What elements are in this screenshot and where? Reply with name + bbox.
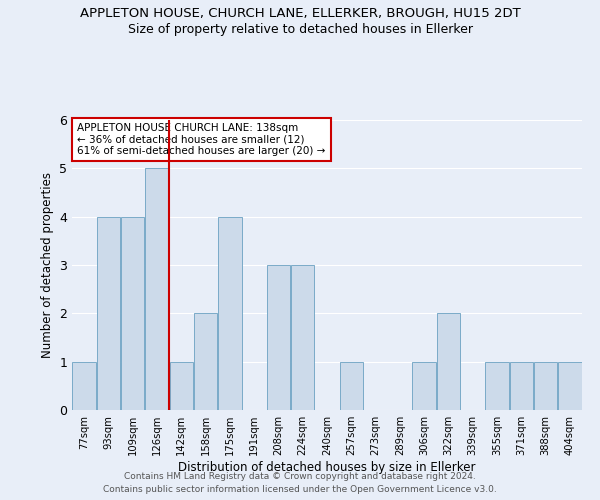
Bar bbox=[145, 168, 169, 410]
Y-axis label: Number of detached properties: Number of detached properties bbox=[41, 172, 53, 358]
Bar bbox=[170, 362, 193, 410]
Bar bbox=[97, 216, 120, 410]
Bar bbox=[194, 314, 217, 410]
Bar bbox=[73, 362, 96, 410]
Bar bbox=[218, 216, 242, 410]
Bar bbox=[340, 362, 363, 410]
X-axis label: Distribution of detached houses by size in Ellerker: Distribution of detached houses by size … bbox=[178, 461, 476, 474]
Text: Contains public sector information licensed under the Open Government Licence v3: Contains public sector information licen… bbox=[103, 485, 497, 494]
Text: APPLETON HOUSE CHURCH LANE: 138sqm
← 36% of detached houses are smaller (12)
61%: APPLETON HOUSE CHURCH LANE: 138sqm ← 36%… bbox=[77, 123, 325, 156]
Text: APPLETON HOUSE, CHURCH LANE, ELLERKER, BROUGH, HU15 2DT: APPLETON HOUSE, CHURCH LANE, ELLERKER, B… bbox=[80, 8, 520, 20]
Bar bbox=[266, 265, 290, 410]
Bar bbox=[485, 362, 509, 410]
Bar bbox=[534, 362, 557, 410]
Text: Contains HM Land Registry data © Crown copyright and database right 2024.: Contains HM Land Registry data © Crown c… bbox=[124, 472, 476, 481]
Bar bbox=[509, 362, 533, 410]
Bar bbox=[121, 216, 145, 410]
Text: Size of property relative to detached houses in Ellerker: Size of property relative to detached ho… bbox=[128, 22, 473, 36]
Bar bbox=[437, 314, 460, 410]
Bar bbox=[558, 362, 581, 410]
Bar bbox=[412, 362, 436, 410]
Bar bbox=[291, 265, 314, 410]
